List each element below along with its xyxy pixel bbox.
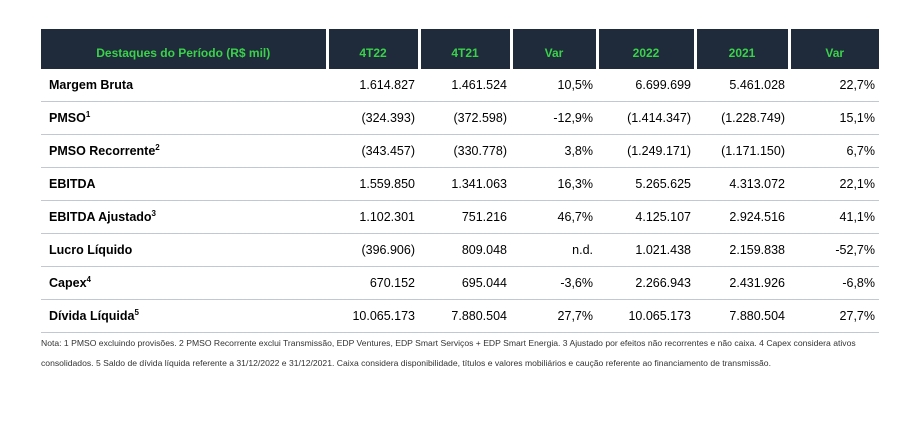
header-4t21: 4T21 (417, 29, 511, 69)
table-row: PMSO1 (324.393) (372.598) -12,9% (1.414.347)… (41, 101, 879, 135)
row-label-text: Capex (49, 276, 87, 290)
table-cell: (396.906) (327, 233, 419, 267)
header-var-quarter: Var (509, 29, 597, 69)
row-label: PMSO Recorrente2 (41, 134, 327, 168)
table-row: PMSO Recorrente2 (343.457) (330.778) 3,8% (1… (41, 134, 879, 168)
row-label: Lucro Líquido (41, 233, 327, 267)
row-label: EBITDA (41, 167, 327, 201)
table-cell: (1.228.749) (695, 101, 789, 135)
highlights-table: Destaques do Período (R$ mil) 4T22 4T21 … (41, 29, 879, 333)
table-cell: 809.048 (419, 233, 511, 267)
row-label: Margem Bruta (41, 69, 327, 102)
table-cell: 27,7% (789, 299, 879, 333)
table-cell: 10,5% (511, 69, 597, 102)
table-cell: 10.065.173 (327, 299, 419, 333)
row-label-text: EBITDA Ajustado (49, 210, 152, 224)
table-cell: 5.265.625 (597, 167, 695, 201)
table-cell: 46,7% (511, 200, 597, 234)
table-cell: 670.152 (327, 266, 419, 300)
table-cell: n.d. (511, 233, 597, 267)
row-label: EBITDA Ajustado3 (41, 200, 327, 234)
table-cell: 1.341.063 (419, 167, 511, 201)
table-cell: (1.249.171) (597, 134, 695, 168)
row-label-text: PMSO (49, 111, 86, 125)
footnote: Nota: 1 PMSO excluindo provisões. 2 PMSO… (41, 338, 856, 368)
footnote-marker: 3 (151, 208, 156, 218)
table-cell: 27,7% (511, 299, 597, 333)
table-cell: 16,3% (511, 167, 597, 201)
row-label-text: Margem Bruta (49, 78, 134, 92)
table-cell: 1.461.524 (419, 69, 511, 102)
table-cell: 7.880.504 (695, 299, 789, 333)
table-cell: -52,7% (789, 233, 879, 267)
row-label-text: Dívida Líquida (49, 309, 135, 323)
footnote-marker: 5 (134, 307, 139, 317)
table-cell: 2.266.943 (597, 266, 695, 300)
table-header-row: Destaques do Período (R$ mil) 4T22 4T21 … (41, 29, 879, 69)
table-cell: (324.393) (327, 101, 419, 135)
footnote-marker: 1 (85, 109, 91, 119)
table-cell: 2.431.926 (695, 266, 789, 300)
table-cell: 2.159.838 (695, 233, 789, 267)
table-cell: (330.778) (419, 134, 511, 168)
table-cell: 5.461.028 (695, 69, 789, 102)
table-cell: 695.044 (419, 266, 511, 300)
row-label: PMSO1 (41, 101, 327, 135)
table-cell: 22,1% (789, 167, 879, 201)
table-row: Capex4 670.152 695.044 -3,6% 2.266.943 2.431.… (41, 266, 879, 300)
table-row: Margem Bruta 1.614.827 1.461.524 10,5% 6.699… (41, 69, 879, 102)
table-row: Lucro Líquido (396.906) 809.048 n.d. 1.021.4… (41, 233, 879, 267)
footnote-marker: 2 (155, 142, 160, 152)
header-2022: 2022 (595, 29, 695, 69)
header-period-highlights: Destaques do Período (R$ mil) (41, 29, 327, 69)
table-cell: 10.065.173 (597, 299, 695, 333)
table-cell: 6,7% (789, 134, 879, 168)
header-var-year: Var (787, 29, 879, 69)
table-cell: 4.125.107 (597, 200, 695, 234)
table-cell: 6.699.699 (597, 69, 695, 102)
table-row: Dívida Líquida5 10.065.173 7.880.504 27,7% 1… (41, 299, 879, 333)
table-cell: 1.021.438 (597, 233, 695, 267)
header-2021: 2021 (693, 29, 789, 69)
table-cell: -3,6% (511, 266, 597, 300)
table-cell: -12,9% (511, 101, 597, 135)
table-cell: (372.598) (419, 101, 511, 135)
table-body: Margem Bruta 1.614.827 1.461.524 10,5% 6.699… (41, 69, 879, 333)
row-label-text: EBITDA (49, 177, 96, 191)
row-label-text: Lucro Líquido (49, 243, 133, 257)
table-cell: 22,7% (789, 69, 879, 102)
footnote-marker: 4 (86, 274, 91, 284)
highlights-table-container: Destaques do Período (R$ mil) 4T22 4T21 … (41, 29, 879, 333)
table-cell: (343.457) (327, 134, 419, 168)
table-cell: 7.880.504 (419, 299, 511, 333)
row-label: Capex4 (41, 266, 327, 300)
table-cell: 15,1% (789, 101, 879, 135)
table-cell: 1.102.301 (327, 200, 419, 234)
row-label: Dívida Líquida5 (41, 299, 327, 333)
table-cell: 2.924.516 (695, 200, 789, 234)
table-cell: (1.414.347) (597, 101, 695, 135)
table-cell: 1.614.827 (327, 69, 419, 102)
table-cell: (1.171.150) (695, 134, 789, 168)
table-cell: 41,1% (789, 200, 879, 234)
row-label-text: PMSO Recorrente (49, 144, 156, 158)
table-cell: -6,8% (789, 266, 879, 300)
header-4t22: 4T22 (325, 29, 419, 69)
table-cell: 751.216 (419, 200, 511, 234)
table-cell: 3,8% (511, 134, 597, 168)
table-row: EBITDA Ajustado3 1.102.301 751.216 46,7% 4.1… (41, 200, 879, 234)
table-cell: 4.313.072 (695, 167, 789, 201)
table-cell: 1.559.850 (327, 167, 419, 201)
table-row: EBITDA 1.559.850 1.341.063 16,3% 5.265.625 4.… (41, 167, 879, 201)
